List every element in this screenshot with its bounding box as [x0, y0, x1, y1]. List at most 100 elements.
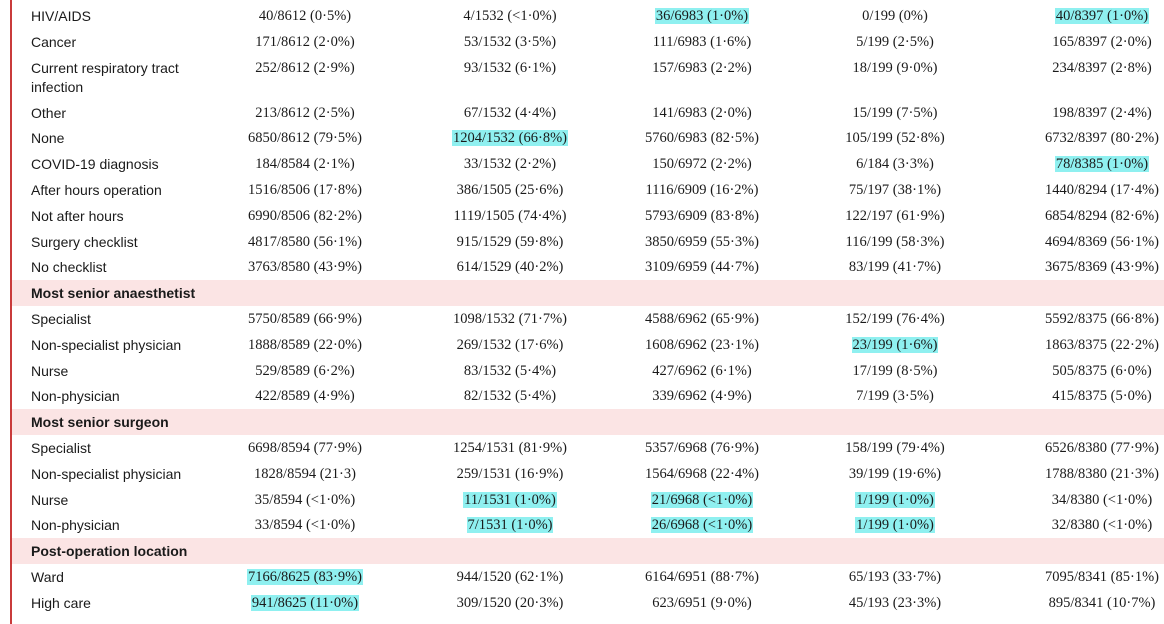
cell-value: 915/1529 (59·8%) [456, 233, 564, 250]
table-cell: 83/1532 (5·4%) [410, 362, 610, 381]
table-cell: 152/199 (76·4%) [795, 310, 995, 329]
section-header-row: Most senior surgeon [12, 409, 1164, 435]
cell-value: 427/6962 (6·1%) [652, 362, 752, 379]
table-cell: 6850/8612 (79·5%) [205, 129, 405, 148]
highlighted-value: 78/8385 (1·0%) [1054, 156, 1150, 173]
row-label: Other [31, 104, 67, 121]
table-cell: 944/1520 (62·1%) [410, 568, 610, 587]
table-row: After hours operation 1516/8506 (17·8%) 38… [12, 177, 1164, 203]
cell-value: 6526/8380 (77·9%) [1045, 439, 1159, 456]
table-cell: 7095/8341 (85·1%) [1002, 568, 1164, 587]
cell-value: 17/199 (8·5%) [852, 362, 938, 379]
highlighted-value: 1204/1532 (66·8%) [452, 130, 568, 147]
table-cell: 111/6983 (1·6%) [602, 33, 802, 52]
table-row: Specialist 6698/8594 (77·9%) 1254/1531 (81… [12, 435, 1164, 461]
table-cell: 17/199 (8·5%) [795, 362, 995, 381]
section-label: Post-operation location [31, 543, 188, 560]
row-label: No checklist [31, 259, 107, 276]
table-row: None 6850/8612 (79·5%) 1204/1532 (66·8%) 57… [12, 125, 1164, 151]
cell-value: 895/8341 (10·7%) [1048, 594, 1156, 611]
cell-value: 7095/8341 (85·1%) [1045, 568, 1159, 585]
table-cell: 5750/8589 (66·9%) [205, 310, 405, 329]
cell-value: 198/8397 (2·4%) [1052, 104, 1152, 121]
table-row: Non-specialist physician 1828/8594 (21·3)… [12, 461, 1164, 487]
cell-value: 1564/6968 (22·4%) [645, 465, 759, 482]
table-row: HIV/AIDS 40/8612 (0·5%) 4/1532 (<1·0%) 36/6… [12, 3, 1164, 29]
table-cell: 529/8589 (6·2%) [205, 362, 405, 381]
cell-value: 67/1532 (4·4%) [463, 104, 557, 121]
cell-value: 5592/8375 (66·8%) [1045, 310, 1159, 327]
table-cell: 1516/8506 (17·8%) [205, 181, 405, 200]
table-cell: 171/8612 (2·0%) [205, 33, 405, 52]
table-cell: 505/8375 (6·0%) [1002, 362, 1164, 381]
cell-value: 6990/8506 (82·2%) [248, 207, 362, 224]
table-cell: 141/6983 (2·0%) [602, 104, 802, 123]
table-cell: 4817/8580 (56·1%) [205, 233, 405, 252]
table-cell: 234/8397 (2·8%) [1002, 59, 1164, 78]
row-label: Not after hours [31, 207, 124, 224]
table-cell: 157/6983 (2·2%) [602, 59, 802, 78]
table-cell: 422/8589 (4·9%) [205, 387, 405, 406]
cell-value: 4694/8369 (56·1%) [1045, 233, 1159, 250]
table-cell: 252/8612 (2·9%) [205, 59, 405, 78]
table-cell: 1440/8294 (17·4%) [1002, 181, 1164, 200]
table-cell: 1254/1531 (81·9%) [410, 439, 610, 458]
cell-value: 6164/6951 (88·7%) [645, 568, 759, 585]
cell-value: 35/8594 (<1·0%) [254, 491, 356, 508]
cell-value: 150/6972 (2·2%) [652, 156, 752, 173]
row-label: After hours operation [31, 181, 162, 198]
row-label: None [31, 130, 65, 147]
section-header-row: Most senior anaesthetist [12, 280, 1164, 306]
row-label: Non-physician [31, 517, 120, 534]
table-cell: 895/8341 (10·7%) [1002, 594, 1164, 613]
table-cell: 1/199 (1·0%) [795, 491, 995, 510]
cell-value: 5793/6909 (83·8%) [645, 207, 759, 224]
highlighted-value: 1/199 (1·0%) [855, 517, 935, 534]
table-cell: 386/1505 (25·6%) [410, 181, 610, 200]
cell-value: 3675/8369 (43·9%) [1045, 259, 1159, 276]
table-cell: 11/1531 (1·0%) [410, 491, 610, 510]
cell-value: 157/6983 (2·2%) [652, 59, 752, 76]
row-label: COVID-19 diagnosis [31, 156, 159, 173]
table-cell: 32/8380 (<1·0%) [1002, 516, 1164, 535]
cell-value: 944/1520 (62·1%) [456, 568, 564, 585]
cell-value: 6850/8612 (79·5%) [248, 130, 362, 147]
cell-value: 3109/6959 (44·7%) [645, 259, 759, 276]
table-row: Current respiratory tract infection 252/8… [12, 55, 1164, 100]
cell-value: 339/6962 (4·9%) [652, 388, 752, 405]
table-cell: 1608/6962 (23·1%) [602, 336, 802, 355]
table-row: Nurse 35/8594 (<1·0%) 11/1531 (1·0%) 21/696… [12, 487, 1164, 513]
cell-value: 234/8397 (2·8%) [1052, 59, 1152, 76]
table-cell: 165/8397 (2·0%) [1002, 33, 1164, 52]
table-cell: 158/199 (79·4%) [795, 439, 995, 458]
table-cell: 427/6962 (6·1%) [602, 362, 802, 381]
table-cell: 1204/1532 (66·8%) [410, 129, 610, 148]
row-label: Specialist [31, 439, 91, 456]
highlighted-value: 1/199 (1·0%) [855, 491, 935, 508]
cell-value: 40/8612 (0·5%) [258, 8, 352, 24]
cell-value: 6/184 (3·3%) [856, 156, 934, 173]
table-cell: 1098/1532 (71·7%) [410, 310, 610, 329]
row-label: Nurse [31, 362, 69, 379]
cell-value: 1863/8375 (22·2%) [1045, 336, 1159, 353]
table-cell: 33/8594 (<1·0%) [205, 516, 405, 535]
table-cell: 3675/8369 (43·9%) [1002, 258, 1164, 277]
cell-value: 6854/8294 (82·6%) [1045, 207, 1159, 224]
cell-value: 105/199 (52·8%) [845, 130, 945, 147]
cell-value: 83/199 (41·7%) [848, 259, 942, 276]
table-cell: 5/199 (2·5%) [795, 33, 995, 52]
table-cell: 150/6972 (2·2%) [602, 155, 802, 174]
cell-value: 5760/6983 (82·5%) [645, 130, 759, 147]
cell-value: 5750/8589 (66·9%) [248, 310, 362, 327]
cell-value: 252/8612 (2·9%) [255, 59, 355, 76]
table-cell: 1863/8375 (22·2%) [1002, 336, 1164, 355]
row-label: Current respiratory tract infection [31, 59, 179, 95]
highlighted-value: 7/1531 (1·0%) [466, 517, 554, 534]
table-cell: 415/8375 (5·0%) [1002, 387, 1164, 406]
cell-value: 1116/6909 (16·2%) [645, 181, 759, 198]
table-cell: 93/1532 (6·1%) [410, 59, 610, 78]
table-cell: 18/199 (9·0%) [795, 59, 995, 78]
table-row: Ward 7166/8625 (83·9%) 944/1520 (62·1%) 616… [12, 564, 1164, 590]
table-cell: 45/193 (23·3%) [795, 594, 995, 613]
cell-value: 529/8589 (6·2%) [255, 362, 355, 379]
